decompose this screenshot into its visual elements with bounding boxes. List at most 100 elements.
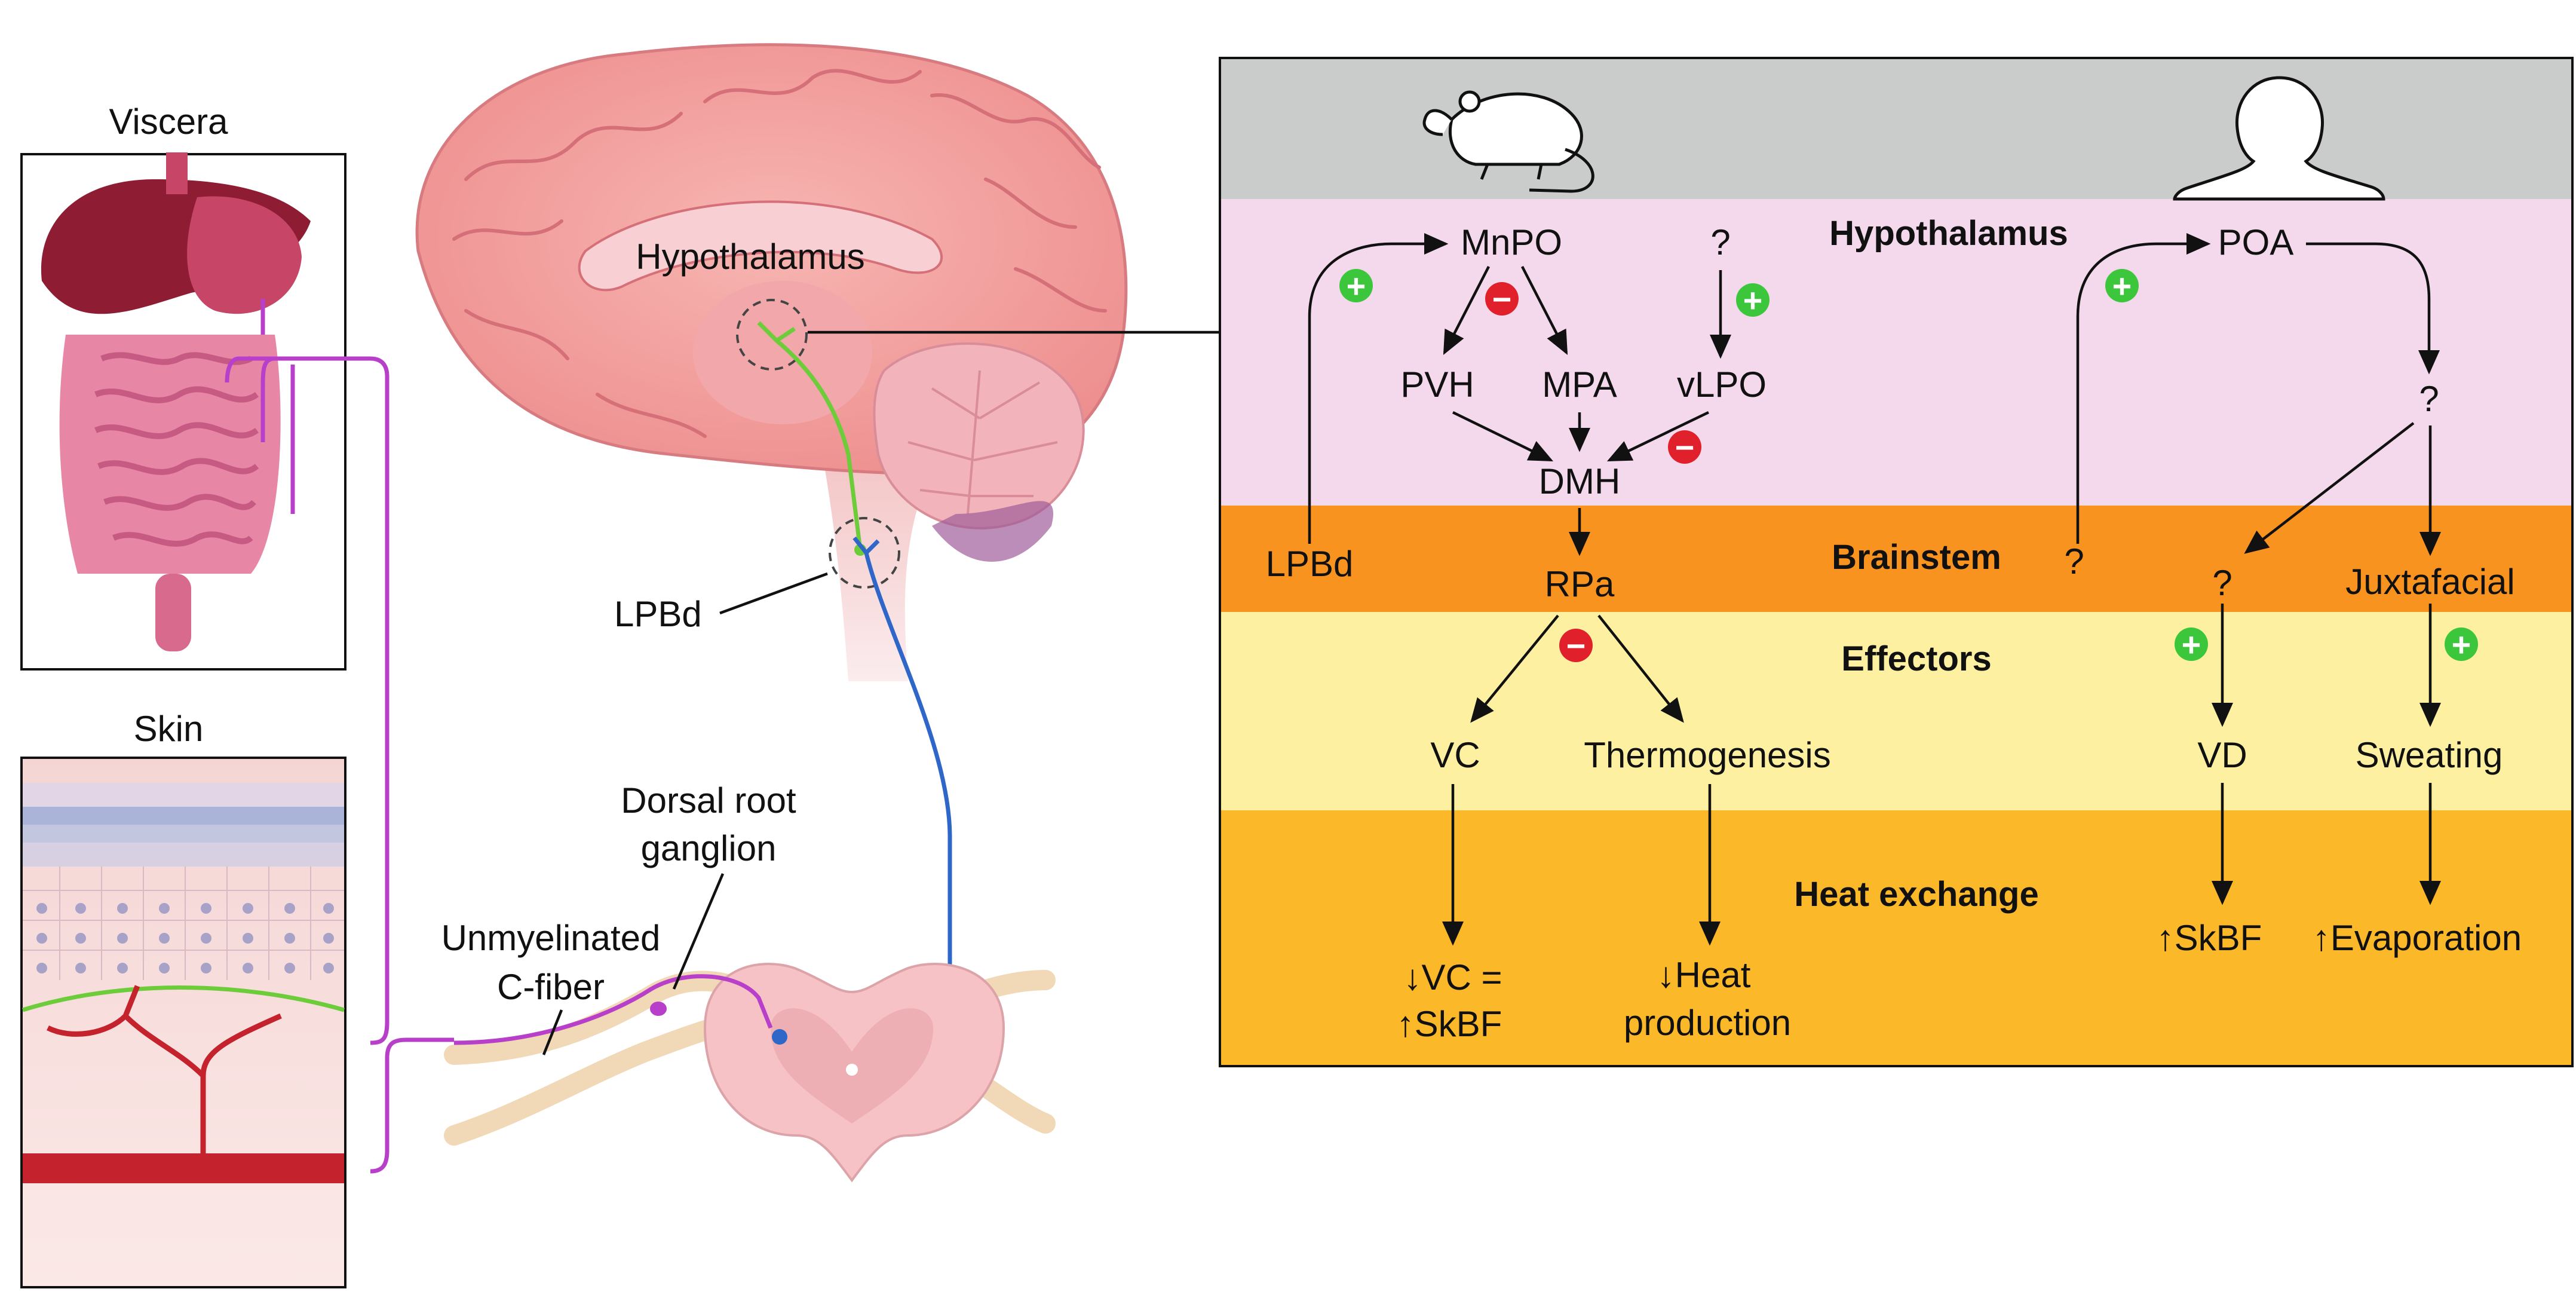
arrow-q-to-poa	[2076, 233, 2211, 544]
node-vlpo: vLPO	[1677, 365, 1767, 405]
node-sweating: Sweating	[2356, 735, 2503, 775]
cfiber-label-line2: C-fiber	[497, 967, 605, 1007]
section-heat-exchange: Heat exchange	[1794, 875, 2038, 914]
green-projection-path	[757, 321, 863, 550]
small-intestine	[94, 352, 259, 547]
viscera-label: Viscera	[109, 102, 229, 142]
c-fiber-bracket	[299, 356, 454, 1174]
cfiber-leader-line	[542, 1009, 563, 1055]
rodent-icon	[1422, 90, 1594, 193]
arrow-mnpo-to-pvh	[1443, 265, 1491, 356]
minus-sign: −	[1492, 280, 1512, 318]
epidermis-nuclei	[36, 903, 334, 973]
plus-sign: +	[1743, 281, 1763, 319]
arrow-mnpo-to-mpa	[1520, 265, 1568, 356]
node-vc: VC	[1430, 735, 1480, 775]
drg-label-line2: ganglion	[641, 828, 777, 868]
minus-badge-mnpo: −	[1485, 280, 1519, 318]
plus-badge-poa: +	[2105, 267, 2139, 305]
heat-result-line1: ↓Heat	[1657, 955, 1751, 995]
node-poa: POA	[2218, 222, 2294, 262]
panel-border	[1219, 57, 2574, 1067]
rectum-shape	[155, 574, 191, 651]
plus-sign: +	[2182, 626, 2201, 663]
corpus-callosum	[578, 200, 943, 292]
lpbd-leader-line	[719, 572, 828, 615]
node-dmh: DMH	[1539, 461, 1621, 501]
minus-badge-vlpo-dmh: −	[1668, 428, 1701, 466]
node-pvh: PVH	[1400, 365, 1474, 405]
node-q-brainstem-left: ?	[2064, 541, 2084, 581]
esophagus-shape	[166, 152, 188, 194]
brainstem-band	[1220, 506, 2572, 612]
effectors-band	[1220, 612, 2572, 810]
skin-label: Skin	[134, 709, 204, 749]
plus-sign: +	[2452, 626, 2471, 663]
lpbd-highlight-circle	[829, 517, 900, 589]
minus-sign: −	[1566, 627, 1586, 665]
cfiber-label-line1: Unmyelinated	[441, 918, 661, 958]
viscera-panel	[20, 152, 346, 671]
node-vd: VD	[2197, 735, 2247, 775]
node-lpbd: LPBd	[1266, 544, 1354, 584]
drg-label-line1: Dorsal root	[621, 780, 796, 821]
cerebellum-folia	[907, 370, 1058, 515]
hypothalamus-brain-label: Hypothalamus	[636, 237, 865, 277]
hypothalamus-highlight-circle	[736, 299, 808, 371]
minus-badge-rpa: −	[1559, 627, 1593, 665]
arrow-vlpo-to-dmh	[1606, 411, 1709, 462]
node-rpa: RPa	[1545, 564, 1615, 604]
thermoregulation-panel: Hypothalamus Brainstem Effectors Heat ex…	[1219, 57, 2574, 1067]
skin-panel	[20, 757, 346, 1288]
node-mpa: MPA	[1542, 365, 1617, 405]
species-header-band	[1220, 58, 2572, 199]
node-skbf: ↑SkBF	[2157, 918, 2262, 958]
plus-badge-sweating: +	[2445, 626, 2478, 663]
thalamus-shape	[693, 281, 872, 424]
arrow-poa-to-q	[2306, 242, 2440, 375]
node-thermogenesis: Thermogenesis	[1584, 735, 1831, 775]
stratum-corneum	[23, 783, 344, 807]
node-mnpo: MnPO	[1461, 222, 1562, 262]
central-canal	[846, 1064, 858, 1076]
plus-badge-vd: +	[2175, 626, 2208, 663]
section-hypothalamus: Hypothalamus	[1829, 214, 2068, 253]
cerebellum-shadow	[932, 501, 1054, 562]
cerebral-gyri	[452, 69, 1107, 438]
synapse-point	[772, 1029, 787, 1045]
vc-result-line2: ↑SkBF	[1397, 1004, 1502, 1044]
lpbd-brain-label: LPBd	[614, 594, 702, 634]
human-icon	[2173, 76, 2385, 201]
epidermis-cells	[23, 867, 344, 980]
plus-sign: +	[1347, 267, 1366, 305]
section-effectors: Effectors	[1841, 639, 1991, 678]
large-blood-vessel	[23, 1153, 344, 1183]
node-q-hypothalamus: ?	[2419, 379, 2439, 419]
arrow-rpa-to-vc	[1470, 614, 1559, 723]
section-brainstem: Brainstem	[1832, 538, 2001, 577]
plus-sign: +	[2112, 267, 2132, 305]
node-evaporation: ↑Evaporation	[2313, 918, 2522, 958]
skin-nerve-ending	[22, 985, 345, 1012]
arrow-rpa-to-thermogenesis	[1597, 614, 1684, 723]
visceral-c-fiber-branches	[225, 299, 299, 514]
drg-leader-line	[672, 873, 725, 990]
arrow-q-to-q-mid	[2244, 422, 2415, 554]
epidermis-blue-layers	[23, 807, 344, 867]
spinal-cord-illustration	[444, 963, 1056, 1183]
arrow-lpbd-to-mnpo	[1308, 233, 1449, 544]
node-juxtafacial: Juxtafacial	[2345, 562, 2514, 602]
minus-sign: −	[1675, 428, 1695, 466]
plus-badge-vlpo: +	[1736, 281, 1770, 319]
arrow-pvh-to-dmh	[1452, 411, 1554, 462]
plus-badge-lpbd: +	[1339, 267, 1373, 305]
node-unknown-top: ?	[1710, 222, 1730, 262]
stomach-shape	[187, 196, 302, 314]
drg-soma	[650, 1002, 667, 1016]
heat-result-line2: production	[1624, 1003, 1791, 1043]
vc-result-line1: ↓VC =	[1403, 957, 1502, 997]
node-q-brainstem-mid: ?	[2212, 563, 2232, 603]
c-fiber-into-cord	[453, 974, 773, 1045]
